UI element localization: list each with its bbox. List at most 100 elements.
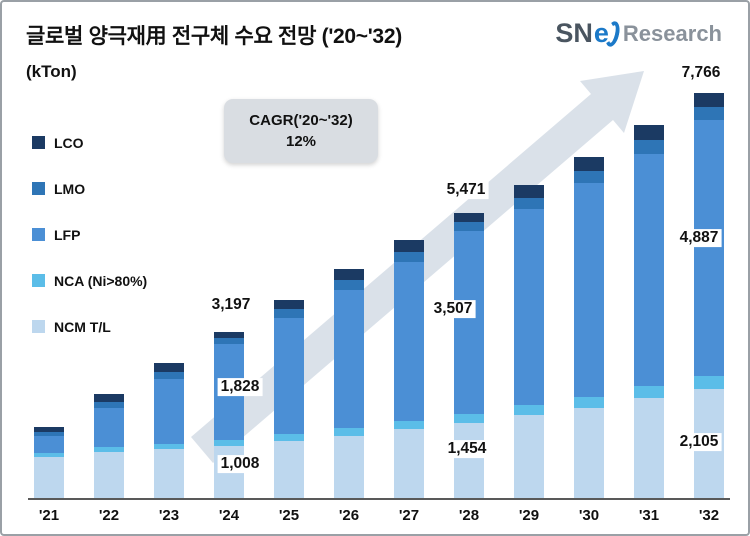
bar-segment-lfp bbox=[634, 153, 664, 386]
bar-27 bbox=[394, 240, 424, 499]
legend-label: LMO bbox=[54, 180, 86, 197]
bar-segment-lmo bbox=[634, 140, 664, 154]
cagr-value: 12% bbox=[285, 132, 317, 150]
legend-swatch bbox=[32, 228, 45, 241]
bar-32 bbox=[694, 93, 724, 499]
bar-segment-lmo bbox=[274, 309, 304, 318]
bar-segment-nca-ni-80- bbox=[574, 396, 604, 408]
value-label: 3,507 bbox=[430, 300, 476, 318]
bar-segment-lmo bbox=[514, 197, 544, 210]
legend-swatch bbox=[32, 274, 45, 287]
bar-segment-ncm-t-l bbox=[154, 449, 184, 499]
x-axis-label: '25 bbox=[278, 507, 300, 524]
bar-segment-lco bbox=[154, 363, 184, 372]
bar-28 bbox=[454, 213, 484, 499]
bar-segment-lfp bbox=[454, 230, 484, 415]
bar-segment-ncm-t-l bbox=[94, 451, 124, 499]
legend: LCO LMO LFP NCA (Ni>80%) NCM T/L bbox=[32, 135, 147, 365]
logo-e-mark: e bbox=[593, 18, 609, 48]
legend-item: LCO bbox=[32, 134, 147, 151]
bar-segment-lfp bbox=[94, 407, 124, 448]
bar-segment-lco bbox=[694, 93, 724, 108]
value-label: 1,454 bbox=[444, 440, 490, 458]
x-axis-label: '22 bbox=[98, 507, 120, 524]
bar-22 bbox=[94, 394, 124, 499]
bar-segment-nca-ni-80- bbox=[214, 440, 244, 447]
bar-segment-nca-ni-80- bbox=[694, 375, 724, 389]
bar-segment-ncm-t-l bbox=[454, 422, 484, 499]
bar-segment-lco bbox=[94, 394, 124, 402]
bar-segment-nca-ni-80- bbox=[154, 444, 184, 450]
logo-text-sn: SN bbox=[555, 18, 593, 48]
bar-segment-nca-ni-80- bbox=[94, 447, 124, 452]
value-label: 3,197 bbox=[208, 296, 254, 314]
value-label: 1,008 bbox=[217, 455, 263, 473]
bar-segment-lco bbox=[34, 427, 64, 433]
bar-segment-lco bbox=[454, 213, 484, 222]
value-label: 5,471 bbox=[443, 181, 489, 199]
bar-segment-ncm-t-l bbox=[34, 457, 64, 499]
bar-segment-lco bbox=[574, 156, 604, 171]
legend-swatch bbox=[32, 136, 45, 149]
legend-label: NCM T/L bbox=[54, 318, 111, 335]
bar-segment-lfp bbox=[574, 183, 604, 397]
bar-segment-ncm-t-l bbox=[274, 441, 304, 499]
x-axis-label: '26 bbox=[338, 507, 360, 524]
legend-swatch bbox=[32, 320, 45, 333]
bar-segment-lmo bbox=[154, 371, 184, 379]
bar-segment-ncm-t-l bbox=[634, 398, 664, 499]
legend-label: LCO bbox=[54, 134, 84, 151]
legend-swatch bbox=[32, 182, 45, 195]
legend-item: LMO bbox=[32, 180, 147, 197]
legend-item: NCM T/L bbox=[32, 318, 147, 335]
bar-segment-lco bbox=[274, 300, 304, 310]
legend-item: LFP bbox=[32, 226, 147, 243]
cagr-label: CAGR('20~'32) bbox=[249, 112, 353, 130]
value-label: 2,105 bbox=[676, 433, 722, 451]
x-axis-line bbox=[28, 498, 730, 500]
bar-25 bbox=[274, 300, 304, 499]
bar-segment-nca-ni-80- bbox=[274, 434, 304, 442]
value-label: 7,766 bbox=[678, 64, 724, 82]
x-axis-label: '23 bbox=[158, 507, 180, 524]
x-axis-label: '30 bbox=[578, 507, 600, 524]
bar-segment-lmo bbox=[34, 432, 64, 436]
bar-segment-lco bbox=[514, 185, 544, 198]
bar-segment-lfp bbox=[154, 378, 184, 445]
legend-label: NCA (Ni>80%) bbox=[54, 272, 148, 289]
x-axis-label: '31 bbox=[638, 507, 660, 524]
legend-label: LFP bbox=[54, 226, 81, 243]
bar-segment-ncm-t-l bbox=[334, 436, 364, 499]
bar-segment-lmo bbox=[94, 401, 124, 408]
bar-segment-nca-ni-80- bbox=[334, 428, 364, 437]
bar-segment-lmo bbox=[214, 338, 244, 345]
chart-title: 글로벌 양극재用 전구체 수요 전망 ('20~'32) bbox=[26, 25, 402, 48]
bar-23 bbox=[154, 363, 184, 499]
x-axis-label: '28 bbox=[458, 507, 480, 524]
bar-segment-lmo bbox=[574, 170, 604, 184]
bar-21 bbox=[34, 427, 64, 499]
bar-segment-ncm-t-l bbox=[394, 429, 424, 499]
sne-research-logo: SN e Research bbox=[555, 18, 722, 49]
bar-segment-ncm-t-l bbox=[514, 415, 544, 499]
x-axis-label: '24 bbox=[218, 507, 240, 524]
bar-segment-lfp bbox=[514, 209, 544, 406]
x-axis-label: '21 bbox=[38, 507, 60, 524]
bar-segment-lmo bbox=[454, 221, 484, 231]
bar-segment-nca-ni-80- bbox=[634, 385, 664, 399]
bar-segment-nca-ni-80- bbox=[34, 453, 64, 458]
value-label: 4,887 bbox=[676, 229, 722, 247]
bar-segment-lmo bbox=[394, 251, 424, 262]
bar-26 bbox=[334, 268, 364, 499]
bar-30 bbox=[574, 156, 604, 499]
bar-segment-lfp bbox=[394, 261, 424, 422]
bar-segment-nca-ni-80- bbox=[514, 405, 544, 416]
bar-segment-lfp bbox=[274, 317, 304, 435]
bar-segment-ncm-t-l bbox=[574, 407, 604, 499]
bar-segment-lmo bbox=[334, 280, 364, 291]
bar-segment-lfp bbox=[334, 290, 364, 429]
bar-segment-lco bbox=[334, 268, 364, 281]
